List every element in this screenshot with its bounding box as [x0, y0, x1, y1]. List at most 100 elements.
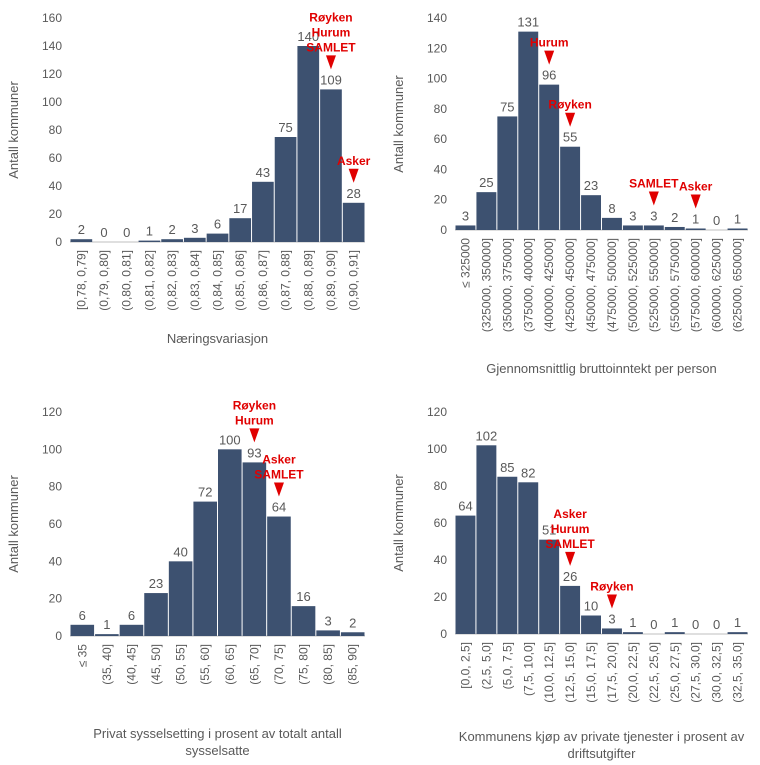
annotation-text: Hurum: [551, 522, 590, 536]
bar: [476, 192, 497, 230]
x-axis-label-box: Privat sysselsetting i prosent av totalt…: [93, 726, 342, 758]
bar: [476, 445, 497, 634]
y-tick-label: 20: [49, 592, 63, 606]
annotation-text: SAMLET: [629, 176, 679, 190]
value-label: 3: [191, 221, 198, 236]
x-tick-label: (0,87, 0,88]: [279, 250, 293, 311]
annotation-text: Asker: [553, 507, 587, 521]
x-tick-label: [0,0, 2,5]: [458, 642, 472, 689]
x-tick-label: (20,0, 22,5]: [626, 642, 640, 703]
bar: [206, 233, 229, 242]
y-tick-label: 80: [49, 123, 63, 137]
y-tick-label: 40: [49, 554, 63, 568]
value-label: 1: [734, 211, 741, 226]
value-label: 0: [650, 617, 657, 632]
bar: [119, 624, 144, 636]
value-label: 3: [650, 208, 657, 223]
y-tick-label: 0: [55, 235, 62, 249]
x-axis-label: Gjennomsnittlig bruttoinntekt per person: [486, 361, 717, 376]
x-tick-label: (25,0, 27,5]: [668, 642, 682, 703]
y-tick-label: 60: [434, 132, 448, 146]
x-tick-label: (75, 80]: [297, 644, 311, 685]
x-tick-label: (0,80, 0,81]: [120, 250, 134, 311]
bar: [342, 202, 365, 242]
value-label: 1: [671, 615, 678, 630]
value-label: 8: [608, 201, 615, 216]
x-tick-label: (350000, 375000]: [500, 238, 514, 332]
y-tick-label: 120: [42, 405, 62, 419]
y-tick-label: 0: [55, 629, 62, 643]
y-tick-label: 100: [427, 442, 447, 456]
x-axis-label-box: Gjennomsnittlig bruttoinntekt per person: [486, 361, 717, 376]
value-label: 0: [692, 617, 699, 632]
x-axis-label-box: Kommunens kjøp av private tjenester i pr…: [459, 729, 744, 761]
value-label: 2: [671, 210, 678, 225]
y-tick-label: 60: [49, 517, 63, 531]
annotation-arrow: [565, 112, 576, 127]
annotation-arrow: [565, 551, 576, 566]
x-tick-label: (400000, 425000]: [542, 238, 556, 332]
x-tick-label: (0,88, 0,89]: [301, 250, 315, 311]
value-label: 85: [500, 460, 514, 475]
annotation-text: Hurum: [530, 36, 569, 50]
y-tick-label: 80: [434, 479, 448, 493]
x-tick-label: (60, 65]: [223, 644, 237, 685]
y-axis-label: Antall kommuner: [6, 81, 21, 179]
y-tick-label: 0: [440, 627, 447, 641]
value-label: 3: [608, 611, 615, 626]
value-label: 43: [256, 165, 270, 180]
x-tick-label: (0,81, 0,82]: [142, 250, 156, 311]
value-label: 1: [103, 617, 110, 632]
x-axis-label: Privat sysselsetting i prosent av totalt…: [93, 726, 342, 758]
value-label: 26: [563, 569, 577, 584]
bar: [193, 501, 217, 636]
x-tick-label: (0,82, 0,83]: [165, 250, 179, 311]
y-tick-label: 140: [427, 11, 447, 25]
x-tick-label: (0,85, 0,86]: [233, 250, 247, 311]
bar: [168, 561, 193, 636]
annotation-arrow: [325, 55, 336, 70]
y-tick-label: 20: [49, 207, 63, 221]
bar: [340, 632, 365, 636]
annotation-text: SAMLET: [306, 40, 356, 54]
x-tick-label: (0,79, 0,80]: [97, 250, 111, 311]
value-label: 1: [734, 615, 741, 630]
x-tick-label: (450000, 475000]: [584, 238, 598, 332]
value-label: 64: [272, 500, 286, 515]
bar: [560, 585, 581, 634]
value-label: 109: [320, 72, 342, 87]
value-label: 28: [346, 186, 360, 201]
bar: [622, 225, 643, 230]
y-tick-label: 120: [427, 405, 447, 419]
value-label: 1: [629, 615, 636, 630]
bar: [518, 482, 539, 634]
x-tick-label: (85, 90]: [346, 644, 360, 685]
value-label: 64: [458, 499, 472, 514]
x-tick-label: (325000, 350000]: [479, 238, 493, 332]
x-tick-label: (475000, 500000]: [605, 238, 619, 332]
bar: [183, 237, 206, 242]
x-tick-label: (0,83, 0,84]: [188, 250, 202, 311]
y-tick-label: 120: [42, 67, 62, 81]
y-axis-label: Antall kommuner: [391, 474, 406, 572]
x-tick-label: (7,5, 10,0]: [521, 642, 535, 696]
x-tick-label: (0,84, 0,85]: [211, 250, 225, 311]
x-tick-label: (575000, 600000]: [689, 238, 703, 332]
bar: [581, 615, 601, 634]
x-tick-label: (40, 45]: [124, 644, 138, 685]
x-tick-label: (10,0, 12,5]: [542, 642, 556, 703]
bar: [291, 606, 316, 636]
y-tick-label: 20: [434, 193, 448, 207]
annotation-arrow: [249, 428, 260, 443]
value-label: 72: [198, 485, 212, 500]
x-tick-label: (600000, 625000]: [710, 238, 724, 332]
x-tick-label: (22,5, 25,0]: [647, 642, 661, 703]
x-tick-label: [0,78, 0,79]: [74, 250, 88, 310]
x-tick-label: (625000, 650000]: [731, 238, 745, 332]
x-tick-label: (0,90, 0,91]: [347, 250, 361, 311]
annotation-text: Røyken: [309, 10, 352, 24]
annotation-text: Asker: [679, 179, 713, 193]
annotation-text: SAMLET: [254, 468, 304, 482]
value-label: 16: [296, 589, 310, 604]
y-tick-label: 20: [434, 590, 448, 604]
